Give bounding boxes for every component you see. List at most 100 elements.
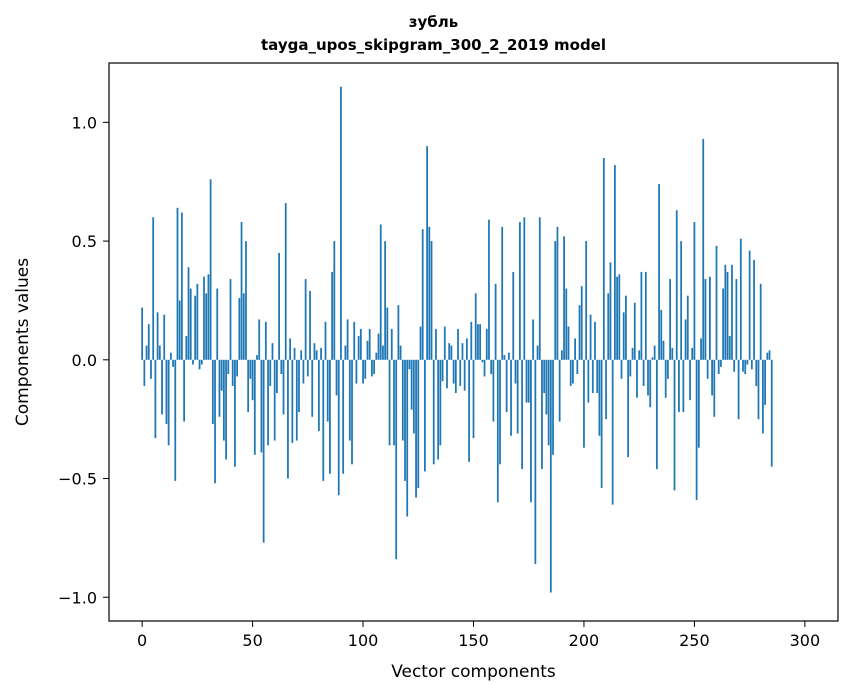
- bar: [492, 359, 495, 422]
- bar: [322, 359, 325, 481]
- bar: [326, 359, 329, 422]
- bar: [205, 293, 208, 360]
- bar: [768, 350, 771, 360]
- bar: [567, 326, 570, 360]
- bar: [563, 236, 565, 360]
- bar: [408, 359, 411, 370]
- bar: [421, 229, 424, 360]
- bar: [406, 359, 409, 517]
- bar: [514, 359, 517, 384]
- bar: [262, 359, 265, 543]
- bar: [501, 226, 504, 360]
- y-tick-label: 0.0: [72, 351, 97, 370]
- bar: [556, 226, 559, 360]
- bar: [755, 359, 758, 386]
- bar: [415, 359, 417, 498]
- bar: [435, 328, 437, 360]
- bar: [742, 359, 744, 372]
- bar: [470, 321, 473, 360]
- bar: [293, 347, 296, 360]
- bar: [720, 359, 722, 367]
- bar: [594, 321, 596, 360]
- bar: [258, 319, 261, 360]
- bar: [410, 359, 413, 410]
- bar: [627, 359, 630, 458]
- bar: [452, 359, 455, 384]
- bar: [614, 165, 616, 360]
- bar: [739, 238, 742, 360]
- bar: [192, 359, 194, 365]
- bar: [355, 359, 358, 384]
- y-tick-label: −1.0: [58, 588, 97, 607]
- bar: [543, 359, 546, 394]
- bar: [158, 345, 161, 360]
- bar: [496, 359, 499, 503]
- bar: [446, 359, 448, 389]
- bar: [373, 359, 375, 375]
- bar: [684, 319, 687, 360]
- bar: [229, 279, 232, 360]
- bar: [472, 359, 475, 439]
- bar: [412, 359, 415, 434]
- y-axis-label: Components values: [13, 258, 33, 426]
- bar: [143, 359, 146, 386]
- bar: [300, 350, 303, 360]
- bar: [762, 359, 764, 434]
- bar: [397, 305, 400, 360]
- bar: [653, 345, 656, 360]
- bar: [236, 359, 239, 377]
- bar: [607, 293, 610, 360]
- bar: [306, 359, 309, 377]
- bar: [419, 326, 422, 360]
- bar: [700, 338, 702, 360]
- bar: [428, 226, 431, 360]
- bar: [572, 359, 574, 384]
- bar: [154, 359, 157, 439]
- bar: [596, 359, 599, 394]
- bar: [432, 359, 435, 465]
- bar: [691, 347, 694, 360]
- bar: [368, 328, 371, 360]
- bar: [600, 359, 603, 489]
- bars-group: [141, 86, 773, 593]
- bar: [722, 288, 725, 360]
- bar: [437, 359, 440, 460]
- bar: [152, 217, 155, 360]
- bar: [631, 347, 634, 360]
- bar: [234, 359, 236, 467]
- bar: [448, 343, 451, 360]
- bar: [578, 305, 581, 360]
- bar: [331, 271, 333, 360]
- bar: [404, 359, 406, 481]
- bar: [309, 290, 311, 360]
- bar: [541, 359, 543, 470]
- bar: [156, 312, 159, 360]
- x-axis-label: Vector components: [391, 662, 556, 682]
- bar: [642, 359, 645, 386]
- bar: [616, 276, 618, 360]
- bar: [764, 359, 766, 405]
- bar: [479, 324, 482, 360]
- bar: [565, 288, 568, 360]
- bar: [342, 359, 345, 474]
- bar: [706, 359, 709, 379]
- bar: [386, 307, 389, 360]
- bar: [335, 359, 338, 396]
- bar: [163, 314, 166, 360]
- bar: [227, 359, 230, 375]
- bar: [733, 359, 736, 372]
- ticks-group: 0 50 100 150 200 250 300 −1.0 −0.5 0.0 0.5 1.0: [58, 113, 820, 650]
- bar: [625, 295, 627, 360]
- bar: [638, 350, 641, 360]
- bar: [753, 260, 755, 360]
- bar: [726, 271, 729, 360]
- bar: [748, 250, 751, 360]
- bar: [527, 359, 530, 403]
- bar: [574, 338, 576, 360]
- bar: [503, 355, 506, 360]
- bar: [375, 352, 378, 360]
- bar: [483, 359, 486, 377]
- bar: [605, 359, 607, 420]
- bar: [359, 328, 362, 360]
